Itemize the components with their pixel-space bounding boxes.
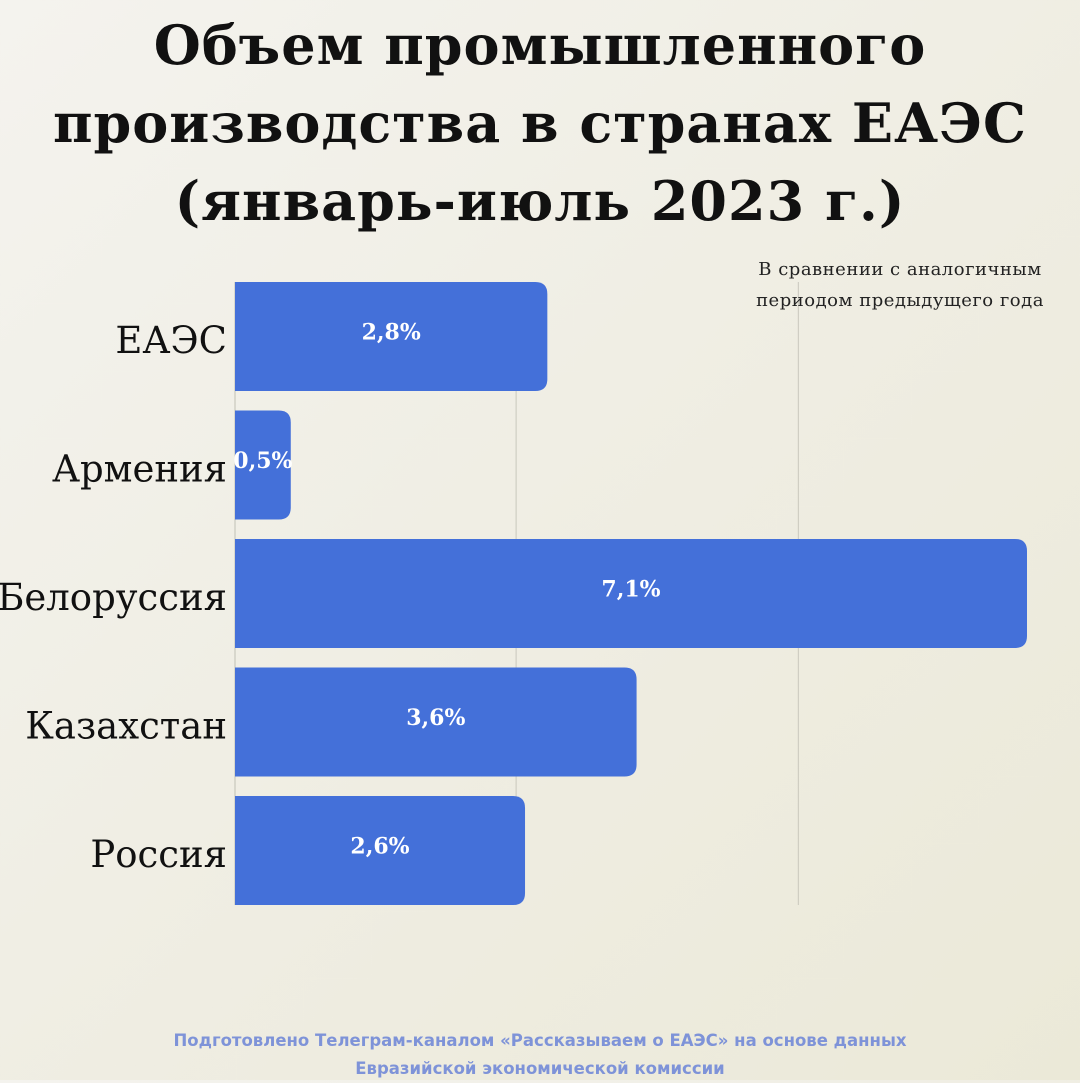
chart-title-line-1: Объем промышленного xyxy=(153,13,927,77)
category-label: Белоруссия xyxy=(0,576,227,619)
source-footer-line-2: Евразийской экономической комиссии xyxy=(355,1059,725,1078)
category-label: Россия xyxy=(90,833,227,876)
category-label: Казахстан xyxy=(25,705,227,748)
comparison-note-line-2: периодом предыдущего года xyxy=(756,290,1044,311)
bar xyxy=(235,282,548,391)
category-label: ЕАЭС xyxy=(115,319,227,362)
bar xyxy=(235,410,291,520)
chart-title: Объем промышленного производства в стран… xyxy=(0,6,1080,240)
chart-title-line-3: (январь-июль 2023 г.) xyxy=(174,169,906,233)
bar-value-label: 2,6% xyxy=(350,834,409,860)
bar-value-label: 0,5% xyxy=(233,448,292,474)
category-label: Армения xyxy=(52,448,227,491)
bar xyxy=(235,796,526,905)
comparison-note-line-1: В сравнении с аналогичным xyxy=(758,259,1042,280)
comparison-note: В сравнении с аналогичным периодом преды… xyxy=(720,254,1080,316)
bar-value-label: 2,8% xyxy=(362,320,421,346)
bar-value-label: 3,6% xyxy=(406,705,465,731)
bar xyxy=(235,539,1027,648)
chart-title-line-2: производства в странах ЕАЭС xyxy=(53,91,1027,155)
source-footer: Подготовлено Телеграм-каналом «Рассказыв… xyxy=(0,1027,1080,1083)
source-footer-line-1: Подготовлено Телеграм-каналом «Рассказыв… xyxy=(173,1031,907,1050)
bar xyxy=(235,667,637,777)
bar-value-label: 7,1% xyxy=(601,577,660,603)
